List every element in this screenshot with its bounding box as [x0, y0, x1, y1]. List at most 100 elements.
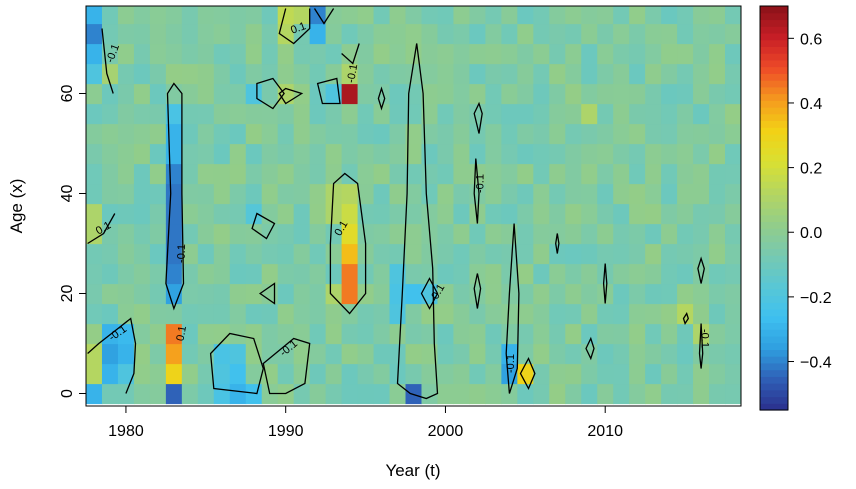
heatmap-cell: [517, 63, 534, 85]
heatmap-cell: [629, 6, 646, 25]
colorbar-tick-label: −0.4: [800, 355, 832, 372]
heatmap-cell: [86, 263, 103, 285]
heatmap-cell: [101, 143, 119, 165]
colorbar-tick-label: 0.2: [800, 161, 822, 178]
heatmap-cell: [549, 383, 566, 405]
colorbar-segment: [760, 39, 788, 47]
heatmap-cell: [341, 103, 359, 125]
heatmap-cell: [117, 83, 135, 105]
heatmap-cell: [645, 143, 662, 165]
heatmap-cell: [181, 163, 199, 185]
colorbar-segment: [760, 315, 788, 324]
heatmap-cell: [501, 23, 518, 45]
heatmap-cell: [165, 163, 183, 185]
heatmap-cell: [517, 343, 534, 365]
heatmap-cell: [709, 303, 726, 325]
heatmap-cell: [277, 203, 295, 225]
heatmap-cell: [453, 203, 471, 225]
heatmap-cell: [581, 83, 598, 105]
heatmap-cell: [565, 303, 582, 325]
heatmap-cell: [229, 103, 247, 125]
heatmap-cell: [469, 83, 486, 105]
heatmap-cell: [181, 223, 199, 245]
heatmap-cell: [245, 123, 263, 145]
heatmap-cell: [485, 343, 502, 365]
heatmap-cell: [517, 163, 534, 185]
heatmap-cell: [485, 123, 502, 145]
colorbar-segment: [760, 234, 788, 243]
heatmap-cell: [597, 223, 614, 245]
heatmap-cell: [181, 183, 199, 205]
heatmap-cell: [197, 183, 215, 205]
heatmap-cell: [181, 43, 199, 65]
heatmap-cell: [437, 83, 455, 105]
heatmap-cell: [421, 363, 439, 385]
heatmap-cell: [229, 83, 247, 105]
heatmap-cell: [629, 283, 646, 305]
heatmap-cell: [709, 83, 726, 105]
heatmap-cell: [357, 383, 375, 405]
colorbar-segment: [760, 282, 788, 290]
colorbar-segment: [760, 255, 788, 263]
heatmap-cell: [389, 243, 407, 265]
colorbar-segment: [760, 208, 788, 216]
heatmap-cell: [405, 303, 423, 325]
heatmap-cell: [389, 123, 407, 145]
heatmap-cell: [693, 183, 710, 205]
heatmap-cell: [309, 323, 327, 345]
heatmap-cell: [597, 83, 614, 105]
heatmap-cell: [469, 143, 486, 165]
heatmap-cell: [86, 223, 103, 245]
heatmap-cell: [645, 123, 662, 145]
heatmap-cell: [645, 263, 662, 285]
heatmap-cell: [165, 283, 183, 305]
heatmap-cell: [437, 6, 455, 25]
heatmap-cell: [357, 343, 375, 365]
heatmap-cell: [165, 323, 183, 345]
heatmap-cell: [517, 103, 534, 125]
heatmap-cell: [117, 163, 135, 185]
heatmap-cell: [613, 383, 630, 405]
heatmap-cell: [677, 6, 694, 25]
heatmap-cell: [389, 263, 407, 285]
heatmap-cell: [517, 223, 534, 245]
heatmap-cell: [661, 143, 678, 165]
heatmap-cell: [133, 83, 151, 105]
heatmap-cell: [437, 363, 455, 385]
heatmap-cell: [485, 43, 502, 65]
heatmap-cell: [661, 323, 678, 345]
heatmap-cell: [229, 343, 247, 365]
heatmap-cell: [325, 6, 343, 25]
heatmap-cell: [245, 263, 263, 285]
heatmap-cell: [117, 143, 135, 165]
heatmap-cell: [661, 43, 678, 65]
colorbar-segment: [760, 335, 788, 344]
heatmap-cell: [373, 163, 391, 185]
heatmap-cell: [469, 23, 486, 45]
heatmap-cell: [325, 383, 343, 405]
heatmap-cell: [213, 183, 231, 205]
heatmap-cell: [309, 363, 327, 385]
heatmap-cell: [373, 83, 391, 105]
heatmap-cell: [549, 83, 566, 105]
heatmap-cell: [501, 263, 518, 285]
heatmap-cell: [661, 303, 678, 325]
heatmap-cell: [197, 243, 215, 265]
colorbar-segment: [760, 100, 788, 108]
heatmap-cell: [693, 343, 710, 365]
heatmap-cell: [309, 223, 327, 245]
heatmap-cell: [149, 83, 167, 105]
heatmap-cell: [469, 303, 486, 325]
heatmap-cell: [245, 6, 263, 25]
heatmap-cell: [213, 243, 231, 265]
heatmap-cell: [181, 323, 199, 345]
heatmap-cell: [389, 143, 407, 165]
heatmap-cell: [309, 63, 327, 85]
heatmap-cell: [277, 243, 295, 265]
heatmap-cell: [149, 263, 167, 285]
heatmap-cell: [613, 303, 630, 325]
heatmap-cell: [421, 203, 439, 225]
heatmap-cell: [501, 43, 518, 65]
heatmap-cell: [357, 43, 375, 65]
heatmap-cell: [581, 383, 598, 405]
